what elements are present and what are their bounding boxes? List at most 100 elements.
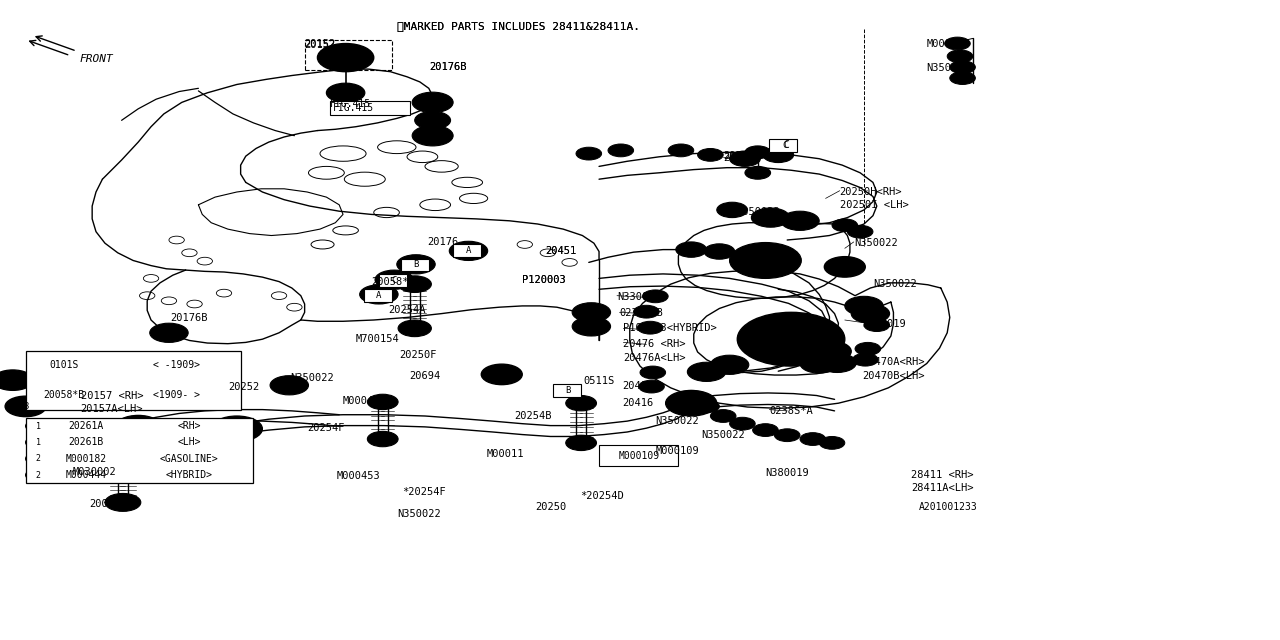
- Text: A: A: [376, 291, 381, 300]
- Circle shape: [698, 148, 723, 161]
- Circle shape: [730, 243, 801, 278]
- Circle shape: [576, 147, 602, 160]
- Circle shape: [566, 396, 596, 411]
- Text: 1: 1: [499, 370, 504, 379]
- Text: M030002: M030002: [73, 467, 116, 477]
- Text: FIG.415: FIG.415: [333, 103, 374, 113]
- Circle shape: [572, 303, 611, 322]
- Text: B: B: [566, 386, 571, 395]
- Text: 2: 2: [842, 262, 847, 271]
- Text: 20476A<LH>: 20476A<LH>: [623, 353, 686, 364]
- Text: M000453: M000453: [343, 396, 387, 406]
- Circle shape: [415, 111, 451, 129]
- Circle shape: [745, 335, 760, 343]
- Text: M700154: M700154: [356, 333, 399, 344]
- Circle shape: [398, 320, 431, 337]
- Circle shape: [270, 376, 308, 395]
- Text: 20416: 20416: [622, 397, 653, 408]
- Text: <RH>: <RH>: [178, 421, 201, 431]
- Text: 20451: 20451: [545, 246, 576, 256]
- Circle shape: [800, 433, 826, 445]
- Text: 20176B: 20176B: [429, 62, 466, 72]
- Text: 20250: 20250: [535, 502, 566, 512]
- Text: 20578B: 20578B: [723, 151, 760, 161]
- FancyBboxPatch shape: [599, 445, 678, 466]
- Text: 20578B: 20578B: [723, 153, 760, 163]
- Text: N350022: N350022: [736, 207, 780, 217]
- Text: 20176: 20176: [428, 237, 458, 247]
- Circle shape: [668, 144, 694, 157]
- Circle shape: [822, 335, 837, 343]
- Circle shape: [326, 83, 365, 102]
- Text: FRONT: FRONT: [79, 54, 113, 64]
- Circle shape: [950, 72, 975, 84]
- FancyBboxPatch shape: [453, 244, 481, 257]
- Text: ※MARKED PARTS INCLUDES 28411&28411A.: ※MARKED PARTS INCLUDES 28411&28411A.: [397, 20, 640, 31]
- Circle shape: [637, 321, 663, 334]
- Circle shape: [860, 308, 886, 321]
- Text: 20254B: 20254B: [515, 411, 552, 421]
- Circle shape: [810, 341, 851, 362]
- Circle shape: [449, 241, 488, 260]
- Text: N350022: N350022: [927, 63, 970, 73]
- Circle shape: [753, 424, 778, 436]
- FancyBboxPatch shape: [330, 101, 410, 115]
- Text: 3: 3: [23, 402, 28, 411]
- Text: 0238S*A: 0238S*A: [769, 406, 813, 416]
- Circle shape: [819, 436, 845, 449]
- Text: 0101S: 0101S: [50, 360, 78, 371]
- Circle shape: [398, 276, 431, 292]
- Circle shape: [730, 417, 755, 430]
- Circle shape: [704, 244, 735, 259]
- Circle shape: [845, 296, 883, 316]
- Circle shape: [412, 92, 453, 113]
- Circle shape: [0, 370, 33, 390]
- Circle shape: [864, 319, 890, 332]
- Circle shape: [774, 429, 800, 442]
- Text: N350022: N350022: [854, 238, 897, 248]
- Text: N380019: N380019: [863, 319, 906, 329]
- Text: C: C: [783, 140, 788, 150]
- Text: 20254A: 20254A: [388, 305, 425, 315]
- Circle shape: [608, 144, 634, 157]
- Text: N330006: N330006: [617, 292, 660, 302]
- Circle shape: [781, 211, 819, 230]
- Circle shape: [678, 390, 704, 403]
- FancyBboxPatch shape: [26, 418, 253, 483]
- Text: <LH>: <LH>: [178, 437, 201, 447]
- Text: <HYBRID>: <HYBRID>: [166, 470, 212, 480]
- Text: 20058*A: 20058*A: [90, 499, 133, 509]
- Circle shape: [150, 323, 188, 342]
- Circle shape: [634, 305, 659, 318]
- Circle shape: [847, 225, 873, 238]
- Text: 20261A: 20261A: [68, 421, 104, 431]
- Text: N350022: N350022: [655, 416, 699, 426]
- Circle shape: [751, 208, 790, 227]
- Circle shape: [666, 390, 717, 416]
- Circle shape: [640, 366, 666, 379]
- Circle shape: [745, 146, 771, 159]
- Text: N350022: N350022: [873, 279, 916, 289]
- Text: P120003: P120003: [522, 275, 566, 285]
- FancyBboxPatch shape: [364, 289, 392, 302]
- Text: 1: 1: [36, 422, 41, 431]
- Text: 20694: 20694: [410, 371, 440, 381]
- Text: 20058*B: 20058*B: [44, 390, 84, 400]
- Circle shape: [717, 202, 748, 218]
- Text: 2: 2: [36, 454, 41, 463]
- FancyBboxPatch shape: [553, 384, 581, 397]
- Text: M000109: M000109: [655, 446, 699, 456]
- FancyBboxPatch shape: [379, 274, 407, 287]
- Circle shape: [947, 50, 973, 63]
- Circle shape: [803, 352, 818, 360]
- Text: 20451: 20451: [545, 246, 576, 256]
- FancyBboxPatch shape: [26, 351, 241, 410]
- Circle shape: [26, 468, 51, 481]
- Text: 0511S: 0511S: [584, 376, 614, 386]
- Text: 2: 2: [36, 470, 41, 479]
- Text: FIG.415: FIG.415: [330, 99, 371, 109]
- Circle shape: [412, 125, 453, 146]
- Circle shape: [945, 37, 970, 50]
- Circle shape: [687, 362, 726, 381]
- Text: M000109: M000109: [927, 39, 970, 49]
